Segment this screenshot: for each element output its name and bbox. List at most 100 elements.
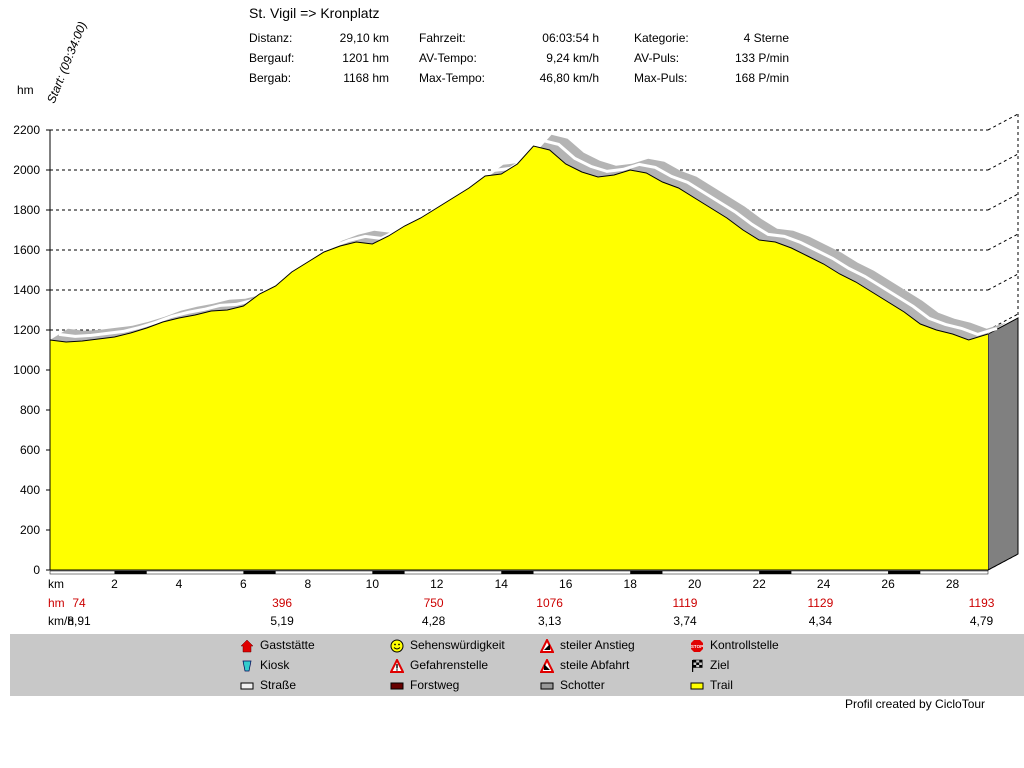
- km-scale-segment: [630, 571, 663, 574]
- grid-line-depth: [987, 153, 1019, 171]
- stat-value-distanz: 29,10 km: [339, 31, 389, 45]
- bottom-rows: hm 74 396 750 1076 1119 1129 1193 km/h8,91 5,19 4,…: [48, 596, 995, 628]
- y-tick-label: 1800: [13, 203, 40, 217]
- legend-sehenswuerdigkeit: Sehenswürdigkeit: [390, 638, 505, 653]
- km-scale-segment: [50, 571, 83, 574]
- row-value-kmh: 4,34: [809, 614, 833, 628]
- x-tick-label: 26: [881, 577, 895, 591]
- legend-schotter: Schotter: [540, 678, 605, 693]
- km-scale-segment: [952, 571, 985, 574]
- stat-label-max-puls: Max-Puls:: [634, 71, 688, 85]
- row-value-hm: 1129: [807, 596, 833, 610]
- row-value-kmh: 3,13: [538, 614, 562, 628]
- y-tick-label: 1600: [13, 243, 40, 257]
- km-scale-segment: [694, 571, 727, 574]
- row-value-hm: 750: [424, 596, 444, 610]
- stat-label-bergab: Bergab:: [249, 71, 292, 85]
- row-label-hm: hm: [48, 596, 65, 610]
- y-tick-label: 600: [20, 443, 40, 457]
- finish-flag-icon: [690, 659, 704, 673]
- x-tick-label: 14: [495, 577, 509, 591]
- km-scale-segment: [501, 571, 534, 574]
- y-tick-label: 1000: [13, 363, 40, 377]
- x-tick-label: 8: [305, 577, 312, 591]
- stat-label-max-tempo: Max-Tempo:: [419, 71, 486, 85]
- x-tick-label: 24: [817, 577, 831, 591]
- km-scale: [49, 570, 989, 575]
- km-scale-segment: [114, 571, 147, 574]
- descent-icon: [539, 657, 555, 673]
- row-value-hm: 74: [72, 596, 86, 610]
- grid-line-depth: [987, 113, 1019, 131]
- ascent-icon: [539, 637, 555, 653]
- stat-value-kategorie: 4 Sterne: [743, 31, 789, 45]
- road-swatch: [240, 679, 254, 693]
- stat-label-bergauf: Bergauf:: [249, 51, 295, 65]
- legend-kiosk: Kiosk: [240, 658, 289, 673]
- elevation-chart: 0200400600800100012001400160018002000220…: [13, 113, 1019, 628]
- x-tick-label: 28: [946, 577, 960, 591]
- legend-strasse: Straße: [240, 678, 296, 693]
- legend: [10, 634, 1024, 696]
- stat-value-av-puls: 133 P/min: [734, 51, 789, 65]
- stat-label-av-tempo: AV-Tempo:: [419, 51, 477, 65]
- grid-line-depth: [987, 233, 1019, 251]
- x-tick-label: 22: [752, 577, 766, 591]
- warning-icon: [389, 657, 405, 673]
- x-tick-label: 20: [688, 577, 702, 591]
- stat-label-fahrzeit: Fahrzeit:: [419, 31, 466, 45]
- elevation-outline: [49, 145, 989, 343]
- house-icon: [240, 639, 254, 653]
- stat-value-bergauf: 1201 hm: [342, 51, 389, 65]
- legend-steiler-anstieg: steiler Anstieg: [539, 637, 635, 653]
- x-tick-label: 2: [111, 577, 118, 591]
- km-scale-segment: [565, 571, 598, 574]
- row-value-hm: 396: [272, 596, 292, 610]
- stat-value-av-tempo: 9,24 km/h: [546, 51, 599, 65]
- row-value-kmh: 3,74: [673, 614, 697, 628]
- y-tick-label: 800: [20, 403, 40, 417]
- row-value-hm: 1119: [673, 596, 698, 610]
- x-tick-label: 4: [176, 577, 183, 591]
- y-tick-label: 2200: [13, 123, 40, 137]
- stat-value-max-puls: 168 P/min: [734, 71, 789, 85]
- row-value-kmh: 5,19: [270, 614, 294, 628]
- trail-swatch: [690, 679, 704, 693]
- km-scale-segment: [372, 571, 405, 574]
- legend-trail: Trail: [690, 678, 733, 693]
- chart-title: St. Vigil => Kronplatz: [249, 5, 380, 21]
- stat-label-kategorie: Kategorie:: [634, 31, 689, 45]
- smiley-icon: [390, 639, 404, 653]
- stat-label-av-puls: AV-Puls:: [634, 51, 680, 65]
- y-tick-label: 200: [20, 523, 40, 537]
- legend-gefahrenstelle: Gefahrenstelle: [389, 657, 488, 673]
- km-scale-segment: [823, 571, 856, 574]
- y-tick-label: 0: [33, 563, 40, 577]
- row-value-kmh: 4,28: [422, 614, 446, 628]
- km-scale-segment: [759, 571, 792, 574]
- km-scale-segment: [243, 571, 276, 574]
- y-axis-unit: hm: [17, 83, 34, 97]
- x-axis-unit: km: [48, 577, 64, 591]
- chart-side-face: [987, 317, 1019, 571]
- x-tick-label: 16: [559, 577, 573, 591]
- grid-line-depth: [987, 193, 1019, 211]
- row-value-hm: 1076: [536, 596, 563, 610]
- row-value-hm: 1193: [969, 596, 995, 610]
- y-tick-labels: 0 200 400 600 800 1000 1200 1400 1600 1800 2000 220…: [13, 123, 50, 577]
- km-scale-segment: [436, 571, 470, 574]
- km-scale-segment: [178, 571, 212, 574]
- y-tick-label: 1200: [13, 323, 40, 337]
- x-tick-label: 18: [624, 577, 638, 591]
- axes: [49, 130, 989, 575]
- stat-value-bergab: 1168 hm: [343, 71, 389, 85]
- row-value-kmh: 4,79: [970, 614, 994, 628]
- legend-gaststaette: Gaststätte: [240, 638, 315, 653]
- y-tick-label: 1400: [13, 283, 40, 297]
- row-value-kmh: 8,91: [67, 614, 91, 628]
- y-tick-label: 400: [20, 483, 40, 497]
- elevation-area: [50, 146, 988, 570]
- x-tick-label: 6: [240, 577, 247, 591]
- km-scale-segment: [307, 571, 341, 574]
- km-scale-segment: [888, 571, 921, 574]
